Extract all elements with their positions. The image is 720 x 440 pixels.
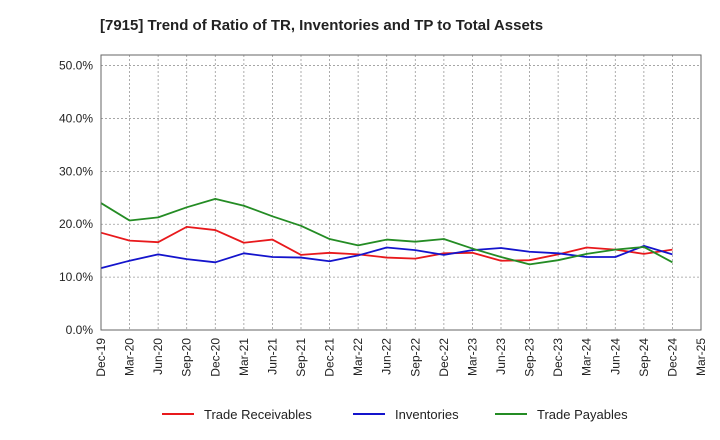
x-tick-label: Dec-20 [208,338,222,377]
legend-label: Trade Payables [537,407,628,422]
series-line-0 [100,225,673,262]
y-tick-label: 0.0% [66,323,94,337]
series-layer [100,197,673,270]
series-line-2 [100,197,673,266]
chart-title: [7915] Trend of Ratio of TR, Inventories… [100,17,543,34]
x-tick-label: Dec-21 [323,338,337,377]
x-tick-label: Dec-23 [551,338,565,377]
x-tick-label: Sep-21 [294,338,308,377]
y-tick-label: 10.0% [59,270,93,284]
y-tick-label: 30.0% [59,164,93,178]
x-tick-label: Sep-24 [637,338,651,377]
x-tick-label: Mar-22 [351,338,365,376]
x-tick-label: Sep-23 [523,338,537,377]
x-tick-label: Mar-24 [580,338,594,376]
legend-label: Inventories [395,407,459,422]
x-tick-label: Sep-22 [408,338,422,377]
x-tick-label: Mar-25 [694,338,708,376]
x-tick-label: Mar-21 [237,338,251,376]
y-tick-label: 40.0% [59,111,93,125]
y-tick-label: 20.0% [59,217,93,231]
x-tick-label: Jun-23 [494,338,508,375]
y-tick-label: 50.0% [59,59,93,73]
legend-label: Trade Receivables [204,407,312,422]
x-tick-label: Dec-24 [665,338,679,377]
x-tick-labels: Dec-19 Mar-20 Jun-20 Sep-20 Dec-20 Mar-21 Jun-… [94,338,708,377]
x-tick-label: Mar-23 [465,338,479,376]
y-tick-labels: 0.0% 10.0% 20.0% 30.0% 40.0% 50.0% [59,59,93,337]
legend: Trade Receivables Inventories Trade Payabl… [162,407,628,422]
x-tick-label: Jun-22 [380,338,394,375]
x-tick-label: Mar-20 [123,338,137,376]
x-tick-label: Dec-22 [437,338,451,377]
grid-layer [101,55,701,330]
plot-frame [100,54,702,331]
x-tick-label: Sep-20 [180,338,194,377]
x-tick-label: Jun-21 [265,338,279,375]
x-tick-label: Jun-24 [608,338,622,375]
x-tick-label: Dec-19 [94,338,108,377]
x-tick-label: Jun-20 [151,338,165,375]
